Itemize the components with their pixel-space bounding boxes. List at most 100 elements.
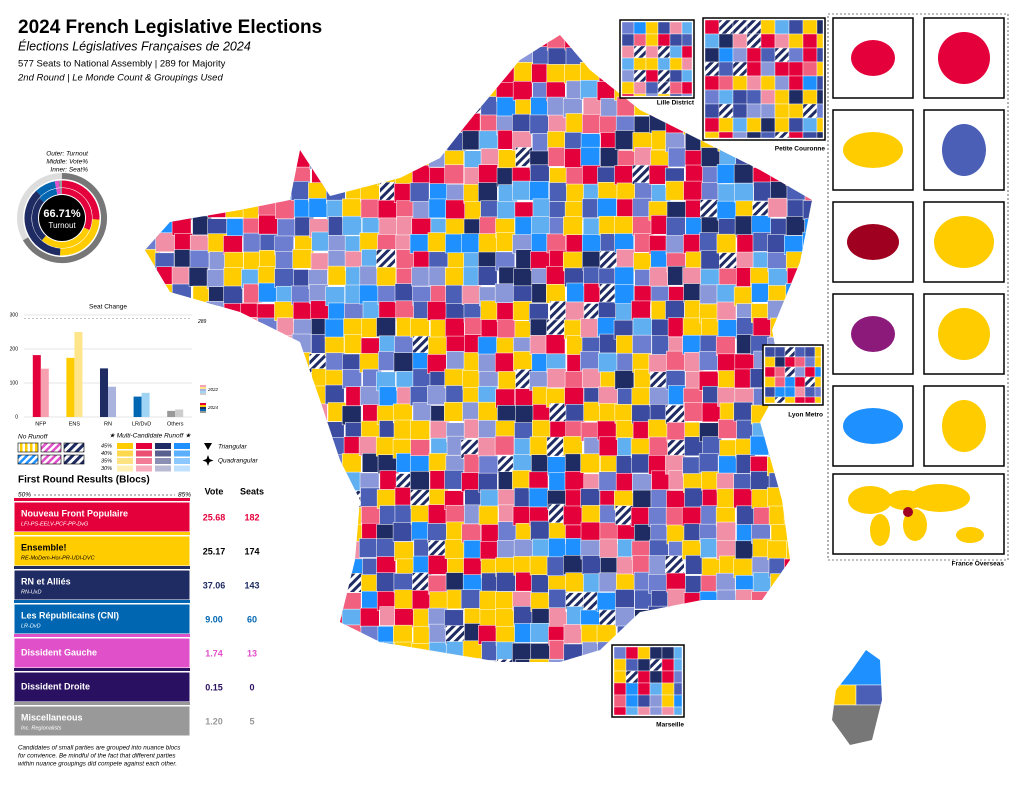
map-district (343, 81, 362, 100)
map-district (241, 521, 260, 540)
map-district (327, 168, 346, 187)
map-district (378, 65, 397, 84)
map-district (550, 659, 569, 678)
inset-district (646, 34, 658, 46)
map-district (225, 148, 244, 167)
legend-swatch (64, 443, 84, 452)
map-district (326, 150, 345, 169)
inset-district (658, 94, 670, 96)
map-district (666, 235, 685, 254)
map-district (767, 541, 786, 560)
map-district (294, 131, 313, 150)
bloc-top-strip (14, 532, 190, 535)
vote-arc (55, 184, 59, 185)
map-district (393, 115, 412, 134)
map-district (447, 29, 466, 48)
map-district (802, 454, 821, 473)
map-district (312, 523, 331, 542)
seat-count: 174 (244, 546, 259, 556)
map-district (410, 113, 429, 132)
legend-swatch (18, 455, 38, 464)
map-district (530, 115, 549, 134)
map-district (189, 132, 208, 151)
map-district (325, 385, 344, 404)
map-district (226, 198, 245, 217)
map-district (529, 488, 548, 507)
inset-district (682, 22, 692, 34)
map-district (549, 589, 568, 608)
map-district (802, 490, 821, 509)
inset-district (646, 70, 658, 82)
bar (41, 369, 49, 417)
map-district (275, 200, 294, 219)
inset-district (795, 367, 805, 377)
inset-district (614, 671, 626, 683)
map-district (329, 572, 348, 591)
map-district (362, 49, 381, 68)
map-district (260, 82, 279, 101)
map-district (581, 147, 600, 166)
map-district (788, 456, 807, 475)
map-district (140, 216, 159, 235)
bloc-parties: RE-MoDem-Hor-PR-UDI-DVC (21, 555, 95, 561)
map-district (736, 147, 755, 166)
map-district (326, 30, 345, 49)
seat-count: 13 (247, 648, 257, 658)
map-district (566, 302, 585, 321)
map-district (495, 353, 514, 372)
inset-district (815, 357, 821, 367)
map-district (478, 80, 497, 99)
inset-district (775, 62, 789, 76)
inset-district (614, 659, 626, 671)
map-district (258, 453, 277, 472)
map-district (461, 113, 480, 132)
map-district (174, 386, 193, 405)
level-swatch (136, 451, 152, 457)
bloc-name: Miscellaneous (21, 712, 83, 722)
bar (100, 368, 108, 417)
map-district (258, 318, 277, 337)
overseas-territory (843, 132, 903, 168)
map-district (803, 232, 822, 251)
map-district (259, 558, 278, 577)
map-district (173, 181, 192, 200)
map-district (329, 541, 348, 560)
map-district (447, 641, 466, 660)
map-district (361, 199, 380, 218)
inset-district (705, 20, 719, 34)
map-district (327, 643, 346, 662)
map-district (377, 30, 396, 49)
map-district (362, 148, 381, 167)
map-district (243, 404, 262, 423)
map-district (293, 608, 312, 627)
map-district (412, 165, 431, 184)
level-label: 40% (101, 451, 112, 457)
level-swatch (155, 451, 171, 457)
map-district (410, 183, 429, 202)
inset-district (817, 90, 823, 104)
map-district (803, 283, 822, 302)
vote-share: 9.00 (205, 614, 223, 624)
map-district (802, 625, 821, 644)
map-district (427, 354, 446, 373)
map-district (257, 609, 276, 628)
map-district (394, 420, 413, 439)
map-district (325, 625, 344, 644)
map-district (173, 354, 192, 373)
map-district (226, 521, 245, 540)
inset-district (765, 357, 775, 367)
inset-district (803, 90, 817, 104)
world-landmass (956, 527, 984, 543)
map-district (325, 319, 344, 338)
inset-district (662, 671, 674, 683)
map-district (804, 421, 823, 440)
map-district (784, 504, 803, 523)
inset-district (670, 82, 682, 94)
map-district (428, 337, 447, 356)
map-district (445, 66, 464, 85)
bloc-name: Nouveau Front Populaire (21, 508, 128, 518)
map-district (274, 166, 293, 185)
map-district (515, 28, 534, 47)
map-district (260, 642, 279, 661)
map-district (326, 80, 345, 99)
